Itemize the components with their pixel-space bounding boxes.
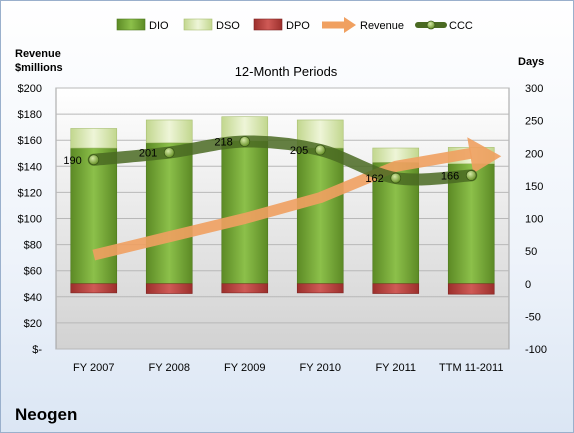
left-tick-label: $40 bbox=[24, 292, 42, 304]
right-tick-label: 150 bbox=[525, 181, 543, 193]
bar-dpo bbox=[296, 283, 344, 294]
bar-dso bbox=[145, 119, 193, 144]
ccc-point bbox=[88, 154, 100, 166]
left-tick-label: $140 bbox=[18, 161, 42, 173]
ccc-data-label: 166 bbox=[441, 170, 459, 182]
bar-dpo bbox=[70, 283, 118, 294]
bar-dio bbox=[70, 147, 118, 285]
left-axis-title: Revenue bbox=[15, 48, 61, 60]
left-axis-title: $millions bbox=[15, 62, 63, 74]
right-tick-label: -100 bbox=[525, 344, 547, 356]
company-name: Neogen bbox=[15, 405, 78, 424]
right-tick-label: 0 bbox=[525, 279, 531, 291]
left-tick-label: $20 bbox=[24, 318, 42, 330]
left-tick-label: $120 bbox=[18, 187, 42, 199]
bar-dso bbox=[70, 128, 118, 149]
category-label: TTM 11-2011 bbox=[439, 362, 503, 374]
left-tick-label: $60 bbox=[24, 266, 42, 278]
category-label: FY 2008 bbox=[149, 362, 190, 374]
category-label: FY 2009 bbox=[224, 362, 265, 374]
ccc-point bbox=[390, 172, 402, 184]
ccc-data-label: 201 bbox=[139, 148, 157, 160]
category-label: FY 2010 bbox=[300, 362, 341, 374]
ccc-line bbox=[87, 135, 478, 186]
revenue-arrowhead bbox=[467, 137, 502, 174]
category-label: FY 2011 bbox=[375, 362, 416, 374]
left-tick-label: $80 bbox=[24, 240, 42, 252]
right-axis-title: Days bbox=[518, 56, 544, 68]
legend-label-dio: DIO bbox=[149, 20, 169, 32]
legend-swatch-dpo bbox=[253, 18, 283, 31]
ccc-data-label: 205 bbox=[290, 145, 308, 157]
ccc-point bbox=[163, 147, 175, 158]
ccc-data-label: 162 bbox=[365, 173, 383, 185]
bar-dpo bbox=[145, 283, 193, 294]
right-tick-label: 200 bbox=[525, 148, 543, 160]
bar-dio bbox=[145, 142, 193, 285]
bar-dio bbox=[296, 147, 344, 285]
ccc-point bbox=[314, 144, 326, 156]
left-tick-label: $200 bbox=[18, 83, 42, 95]
right-tick-label: 100 bbox=[525, 214, 543, 226]
legend-swatch-dio bbox=[116, 18, 146, 31]
revenue-line bbox=[92, 147, 473, 261]
legend-label-dso: DSO bbox=[216, 20, 240, 32]
bar-dio bbox=[447, 163, 495, 285]
legend-label-ccc: CCC bbox=[449, 20, 473, 32]
legend-arrowhead-revenue bbox=[344, 17, 356, 33]
legend-marker-ccc bbox=[426, 20, 436, 30]
left-tick-label: $160 bbox=[18, 135, 42, 147]
left-tick-label: $- bbox=[32, 344, 42, 356]
legend-label-revenue: Revenue bbox=[360, 20, 404, 32]
category-label: FY 2007 bbox=[73, 362, 114, 374]
left-tick-label: $180 bbox=[18, 109, 42, 121]
right-tick-label: 50 bbox=[525, 246, 537, 258]
bar-dpo bbox=[447, 283, 495, 295]
right-tick-label: 300 bbox=[525, 83, 543, 95]
ccc-data-label: 190 bbox=[63, 155, 81, 167]
chart-title: 12-Month Periods bbox=[235, 64, 338, 79]
ccc-data-label: 218 bbox=[214, 137, 232, 149]
legend-swatch-dso bbox=[183, 18, 213, 31]
legend-label-dpo: DPO bbox=[286, 20, 310, 32]
ccc-point bbox=[465, 170, 477, 181]
left-tick-label: $100 bbox=[18, 214, 42, 226]
right-tick-label: 250 bbox=[525, 116, 543, 128]
ccc-point bbox=[239, 136, 251, 147]
right-tick-label: -50 bbox=[525, 311, 541, 323]
bar-dpo bbox=[221, 283, 269, 294]
bar-dpo bbox=[372, 283, 420, 294]
